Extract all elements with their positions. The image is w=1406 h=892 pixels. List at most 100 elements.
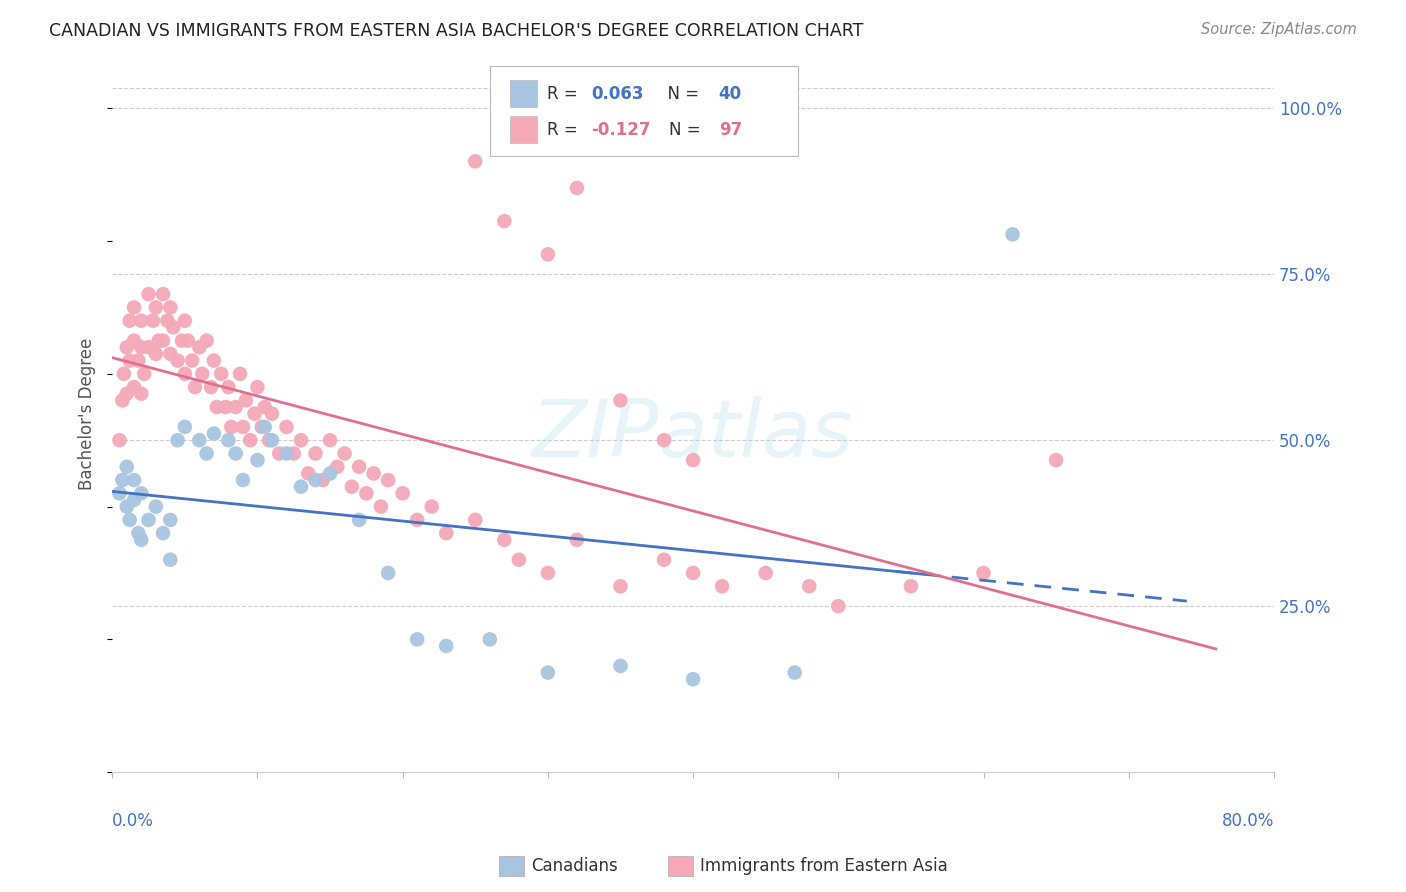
Point bbox=[257, 434, 280, 448]
Point bbox=[112, 367, 135, 381]
Point bbox=[363, 467, 385, 481]
Point bbox=[217, 380, 239, 394]
Point bbox=[115, 340, 138, 354]
Point bbox=[214, 400, 236, 414]
Point bbox=[290, 434, 312, 448]
Point bbox=[356, 486, 378, 500]
Point bbox=[195, 334, 218, 348]
Point bbox=[134, 367, 156, 381]
Point bbox=[188, 434, 211, 448]
Point bbox=[122, 473, 145, 487]
Point bbox=[156, 314, 179, 328]
Point bbox=[166, 353, 188, 368]
Point bbox=[177, 334, 200, 348]
Point bbox=[319, 467, 342, 481]
Point bbox=[235, 393, 257, 408]
Point bbox=[170, 334, 193, 348]
Point bbox=[799, 579, 821, 593]
Point bbox=[111, 473, 134, 487]
Point bbox=[253, 420, 276, 434]
Point bbox=[973, 566, 995, 580]
Point bbox=[145, 301, 167, 315]
Point bbox=[129, 340, 152, 354]
Point bbox=[246, 453, 269, 467]
Text: R =: R = bbox=[547, 120, 582, 139]
Point bbox=[118, 314, 141, 328]
Point bbox=[783, 665, 806, 680]
Point bbox=[129, 314, 152, 328]
Point bbox=[122, 334, 145, 348]
Bar bbox=[509, 116, 537, 144]
Text: CANADIAN VS IMMIGRANTS FROM EASTERN ASIA BACHELOR'S DEGREE CORRELATION CHART: CANADIAN VS IMMIGRANTS FROM EASTERN ASIA… bbox=[49, 22, 863, 40]
Point bbox=[682, 672, 704, 686]
Point bbox=[420, 500, 443, 514]
Point bbox=[142, 314, 165, 328]
Point bbox=[159, 347, 181, 361]
Point bbox=[304, 446, 326, 460]
Point bbox=[118, 353, 141, 368]
Point bbox=[1045, 453, 1067, 467]
Point bbox=[138, 340, 160, 354]
Point bbox=[138, 287, 160, 301]
Point bbox=[370, 500, 392, 514]
Point bbox=[122, 492, 145, 507]
Point bbox=[115, 459, 138, 474]
Point bbox=[127, 353, 149, 368]
Point bbox=[166, 434, 188, 448]
FancyBboxPatch shape bbox=[489, 66, 797, 155]
Text: N =: N = bbox=[669, 120, 706, 139]
Point bbox=[682, 566, 704, 580]
Text: 40: 40 bbox=[718, 85, 742, 103]
Point bbox=[900, 579, 922, 593]
Point bbox=[148, 334, 170, 348]
Point bbox=[232, 420, 254, 434]
Point bbox=[711, 579, 734, 593]
Point bbox=[494, 533, 516, 547]
Point bbox=[377, 566, 399, 580]
Point bbox=[225, 446, 247, 460]
Point bbox=[508, 552, 530, 566]
Point bbox=[159, 513, 181, 527]
Y-axis label: Bachelor's Degree: Bachelor's Degree bbox=[79, 337, 96, 490]
Point bbox=[138, 513, 160, 527]
Point bbox=[609, 659, 631, 673]
Point bbox=[108, 486, 131, 500]
Point bbox=[205, 400, 228, 414]
Point bbox=[347, 513, 370, 527]
Point bbox=[755, 566, 778, 580]
Text: ZIPatlas: ZIPatlas bbox=[531, 396, 855, 475]
Point bbox=[152, 287, 174, 301]
Point bbox=[217, 434, 239, 448]
Point bbox=[250, 420, 273, 434]
Point bbox=[118, 513, 141, 527]
Point bbox=[152, 526, 174, 541]
Point bbox=[1001, 227, 1024, 242]
Point bbox=[129, 533, 152, 547]
Point bbox=[127, 526, 149, 541]
Point bbox=[115, 386, 138, 401]
Point bbox=[232, 473, 254, 487]
Point bbox=[340, 480, 363, 494]
Point bbox=[253, 400, 276, 414]
Point bbox=[269, 446, 291, 460]
Point bbox=[122, 301, 145, 315]
Point bbox=[609, 579, 631, 593]
Point bbox=[202, 353, 225, 368]
Point bbox=[434, 639, 457, 653]
Point bbox=[537, 665, 560, 680]
Point bbox=[434, 526, 457, 541]
Text: 97: 97 bbox=[718, 120, 742, 139]
Text: Source: ZipAtlas.com: Source: ZipAtlas.com bbox=[1201, 22, 1357, 37]
Point bbox=[159, 301, 181, 315]
Text: -0.127: -0.127 bbox=[591, 120, 651, 139]
Point bbox=[225, 400, 247, 414]
Point bbox=[111, 393, 134, 408]
Point bbox=[406, 632, 429, 647]
Point bbox=[652, 552, 675, 566]
Point bbox=[827, 599, 849, 614]
Point bbox=[122, 380, 145, 394]
Point bbox=[145, 347, 167, 361]
Point bbox=[260, 407, 283, 421]
Point bbox=[464, 154, 486, 169]
Point bbox=[221, 420, 243, 434]
